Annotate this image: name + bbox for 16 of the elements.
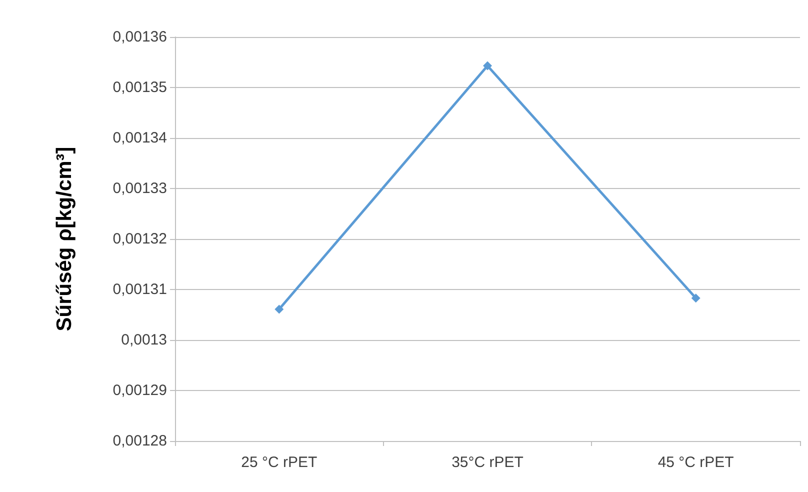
y-tick-label: 0,0013 (121, 332, 167, 348)
point (691, 294, 700, 303)
y-tick-label: 0,00128 (112, 432, 167, 450)
x-tick-label: 35°C rPET (452, 454, 524, 471)
y-tick-label: 0,00134 (112, 130, 167, 146)
y-tick-label: 0,00132 (112, 230, 167, 248)
y-tick-label: 0,00129 (112, 382, 167, 399)
y-tick-label: 0,00133 (112, 180, 167, 197)
point (274, 304, 284, 314)
y-tick-label: 0,00136 (112, 28, 167, 46)
x-tick-label: 45 °C rPET (658, 454, 734, 471)
point (483, 61, 492, 70)
y-axis-title: Sűrűség ρ[kg/cm³] (53, 146, 76, 332)
y-tick-label: 0,00131 (112, 281, 167, 298)
y-tick-label: 0,00135 (112, 79, 167, 96)
x-tick-label: 25 °C rPET (241, 454, 318, 471)
